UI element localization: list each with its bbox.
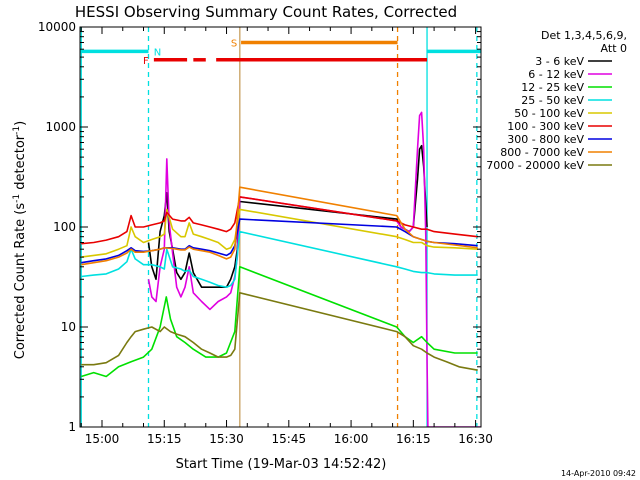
chart-title: HESSI Observing Summary Count Rates, Cor…	[75, 3, 457, 21]
legend-label-5: 100 - 300 keV	[507, 120, 584, 133]
x-tick-label-3: 15:45	[272, 432, 307, 446]
legend-header-0: Det 1,3,4,5,6,9,	[541, 29, 627, 42]
series-line-5	[81, 196, 478, 245]
y-tick-label-4: 10000	[38, 20, 76, 34]
series-line-4	[81, 208, 478, 258]
series-line-0	[147, 144, 428, 288]
y-axis-label: Corrected Count Rate (s-1 detector-1)	[12, 121, 28, 359]
flag-label-N: N	[154, 47, 161, 58]
x-tick-label-2: 15:30	[209, 432, 244, 446]
legend-label-6: 300 - 800 keV	[507, 133, 584, 146]
x-axis-label: Start Time (19-Mar-03 14:52:42)	[176, 457, 387, 472]
series-line-7	[81, 186, 478, 266]
y-tick-label-3: 1000	[45, 120, 76, 134]
flag-label-F: F	[143, 56, 149, 67]
y-tick-label-1: 10	[61, 320, 76, 334]
legend-label-3: 25 - 50 keV	[521, 94, 584, 107]
legend-label-7: 800 - 7000 keV	[500, 146, 584, 159]
legend-label-0: 3 - 6 keV	[535, 55, 584, 68]
footer-date: 14-Apr-2010 09:42	[561, 469, 636, 478]
legend-label-8: 7000 - 20000 keV	[486, 159, 584, 172]
legend-header-1: Att 0	[601, 42, 627, 55]
x-tick-label-1: 15:15	[147, 432, 182, 446]
series-line-1	[147, 111, 481, 427]
x-tick-label-6: 16:30	[458, 432, 493, 446]
y-tick-label-0: 1	[68, 420, 76, 434]
legend-label-1: 6 - 12 keV	[528, 68, 584, 81]
legend-label-2: 12 - 25 keV	[521, 81, 584, 94]
flag-label-S: S	[231, 38, 237, 49]
series-line-2	[80, 266, 478, 378]
y-tick-label-2: 100	[53, 220, 76, 234]
legend-label-4: 50 - 100 keV	[514, 107, 584, 120]
series-line-8	[81, 292, 478, 371]
x-tick-label-4: 16:00	[334, 432, 369, 446]
x-tick-label-0: 15:00	[85, 432, 120, 446]
x-tick-label-5: 16:15	[396, 432, 431, 446]
series-line-3	[81, 230, 478, 288]
